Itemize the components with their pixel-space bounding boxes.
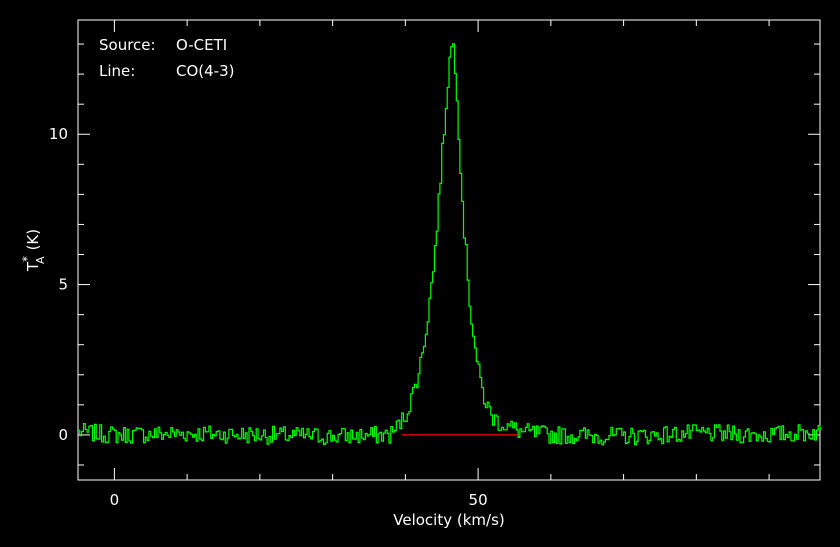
x-axis-label: Velocity (km/s) [393, 511, 504, 529]
x-tick-label: 50 [469, 491, 488, 509]
axis-tick-labels: 0 50 0 5 10 [49, 125, 488, 509]
series-layer [78, 43, 822, 446]
y-tick-label: 10 [49, 125, 68, 143]
source-value: O-CETI [176, 36, 227, 54]
line-value: CO(4-3) [176, 62, 234, 80]
x-tick-label: 0 [110, 491, 120, 509]
plot-frame [77, 19, 821, 481]
y-axis-label-sub: A [34, 256, 47, 264]
source-annotation: Source: O-CETI Line: CO(4-3) [99, 36, 234, 80]
y-axis-label-sup: * [20, 256, 34, 262]
y-tick-label: 5 [58, 276, 68, 294]
spectrum-series [78, 43, 822, 446]
y-axis-label-unit: (K) [24, 229, 42, 251]
svg-text:T*A(K): T*A (K) [20, 229, 47, 272]
y-axis-label: T*A (K) [20, 229, 47, 272]
y-axis-label-main: T [24, 261, 42, 272]
source-key: Source: [99, 36, 156, 54]
line-key: Line: [99, 62, 135, 80]
y-tick-label: 0 [58, 426, 68, 444]
axis-ticks [78, 20, 820, 480]
